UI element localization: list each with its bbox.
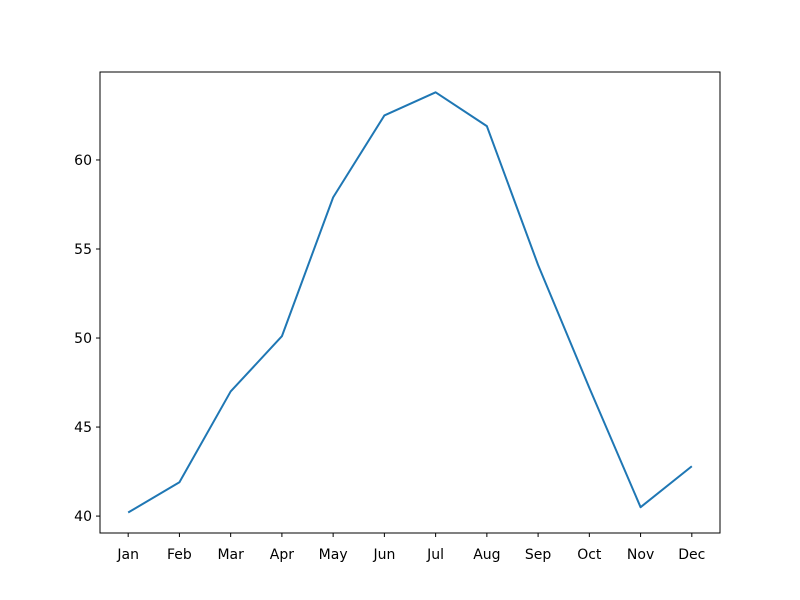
x-tick-label: May — [319, 547, 348, 563]
x-tick-label: Aug — [473, 547, 500, 563]
x-tick-label: Sep — [525, 547, 552, 563]
x-tick-label: Dec — [678, 547, 705, 563]
x-tick-label: Nov — [627, 547, 654, 563]
line — [127, 91, 693, 514]
x-tick-label: Mar — [217, 547, 244, 563]
y-tick-label: 50 — [74, 331, 92, 347]
x-tick-label: Feb — [167, 547, 192, 563]
y-tick-label: 55 — [74, 242, 92, 258]
y-tick-label: 45 — [74, 420, 92, 436]
y-tick-label: 60 — [74, 153, 92, 169]
y-tick-label: 40 — [74, 509, 92, 525]
plot-frame — [99, 71, 721, 534]
x-tick-label: Jan — [116, 547, 139, 563]
x-tick-label: Oct — [577, 547, 602, 563]
x-tick-label: Apr — [270, 547, 294, 563]
x-tick-label: Jun — [372, 547, 395, 563]
x-tick-label: Jul — [426, 547, 444, 563]
